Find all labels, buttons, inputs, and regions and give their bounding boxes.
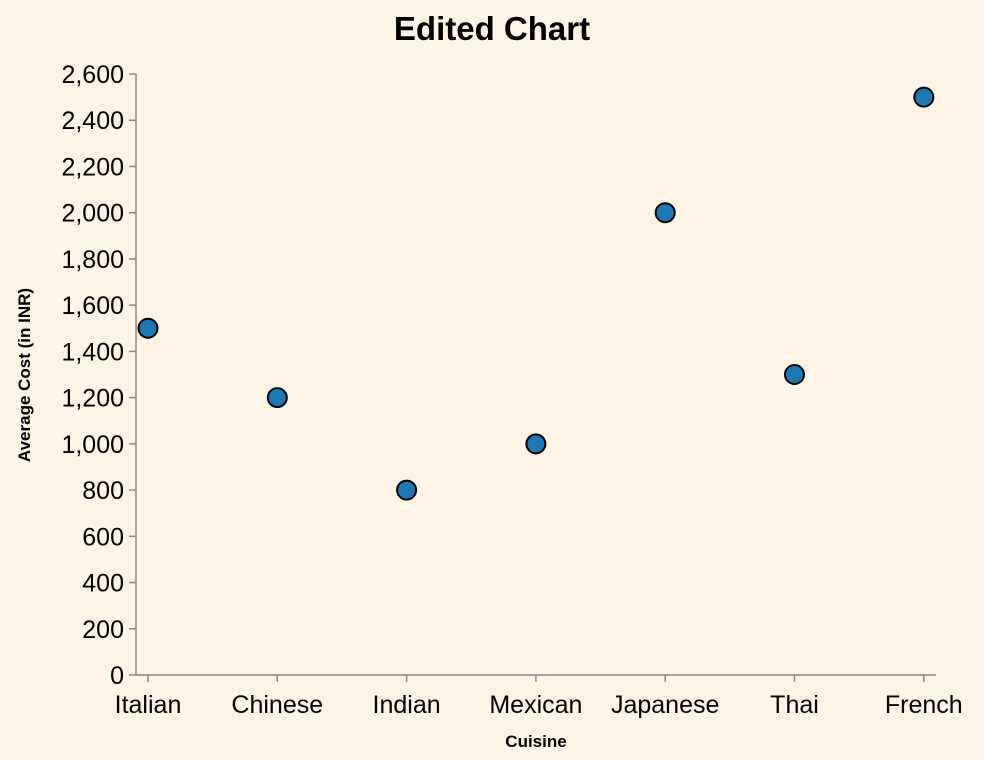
y-axis-title: Average Cost (in INR) <box>15 288 34 462</box>
y-tick-label: 400 <box>82 570 124 598</box>
y-tick-label: 1,400 <box>61 338 124 366</box>
y-tick-label: 200 <box>82 616 124 644</box>
data-point[interactable] <box>525 433 547 455</box>
y-tick-label: 800 <box>82 477 124 505</box>
y-tick-label: 1,600 <box>61 292 124 320</box>
y-tick-label: 2,400 <box>61 107 124 135</box>
x-tick-label: Italian <box>115 691 182 719</box>
x-tick-label: Mexican <box>489 691 582 719</box>
data-point[interactable] <box>654 202 676 224</box>
x-axis-title: Cuisine <box>505 732 566 751</box>
y-tick-label: 1,200 <box>61 385 124 413</box>
y-tick-label: 0 <box>110 662 124 690</box>
chart-title: Edited Chart <box>394 10 590 47</box>
x-tick-label: Indian <box>373 691 441 719</box>
y-tick-label: 2,600 <box>61 61 124 89</box>
data-point[interactable] <box>137 317 159 339</box>
y-tick-label: 600 <box>82 523 124 551</box>
x-axis: Italian Chinese Indian Mexican Japanese Thai F… <box>115 674 963 719</box>
x-tick-label: Japanese <box>611 691 719 719</box>
y-tick-label: 1,800 <box>61 246 124 274</box>
y-tick-label: 2,200 <box>61 153 124 181</box>
data-point[interactable] <box>266 387 288 409</box>
data-points <box>137 86 935 501</box>
y-tick-label: 2,000 <box>61 200 124 228</box>
x-tick-label: French <box>885 691 963 719</box>
y-axis: 0 200 400 600 800 1,000 1,200 1,400 1,600 1,800 2,… <box>61 61 137 690</box>
x-tick-label: Chinese <box>231 691 323 719</box>
x-tick-label: Thai <box>770 691 819 719</box>
data-point[interactable] <box>396 479 418 501</box>
data-point[interactable] <box>784 364 805 385</box>
y-tick-label: 1,000 <box>61 431 124 459</box>
data-point[interactable] <box>913 86 935 108</box>
